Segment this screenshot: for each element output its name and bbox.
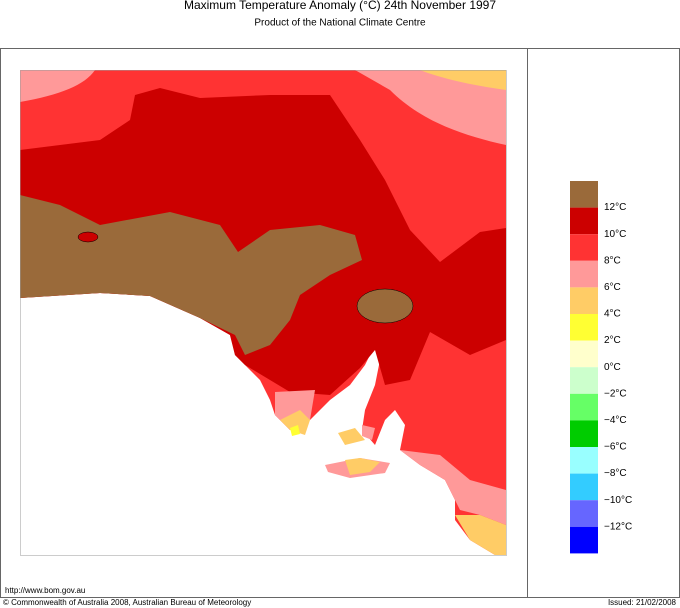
legend-label: 6°C xyxy=(604,282,621,293)
legend-swatch xyxy=(570,181,598,208)
legend-swatch xyxy=(570,207,598,235)
legend-label: −4°C xyxy=(604,415,627,426)
legend-label: 4°C xyxy=(604,309,621,320)
legend-swatch xyxy=(570,500,598,527)
legend-label: −10°C xyxy=(604,495,632,506)
legend-swatch xyxy=(570,393,598,421)
legend-swatch xyxy=(570,287,598,314)
title: Maximum Temperature Anomaly (°C) 24th No… xyxy=(184,0,496,12)
legend-label: 2°C xyxy=(604,335,621,346)
legend-swatch xyxy=(570,260,598,288)
legend-swatch xyxy=(570,367,598,394)
issued: Issued: 21/02/2008 xyxy=(608,598,677,607)
legend-swatch xyxy=(570,473,598,501)
copyright: © Commonwealth of Australia 2008, Austra… xyxy=(3,598,251,607)
legend-swatch xyxy=(570,420,598,447)
legend-label: −12°C xyxy=(604,521,632,532)
legend-label: 0°C xyxy=(604,362,621,373)
legend-label: 10°C xyxy=(604,229,626,240)
legend-label: −8°C xyxy=(604,468,627,479)
legend-label: −2°C xyxy=(604,388,627,399)
legend-swatch xyxy=(570,447,598,474)
legend-label: 12°C xyxy=(604,202,626,213)
legend-swatch xyxy=(570,314,598,341)
legend-swatch xyxy=(570,234,598,261)
subtitle: Product of the National Climate Centre xyxy=(254,18,426,29)
legend-swatch xyxy=(570,526,598,554)
map xyxy=(20,70,507,556)
url: http://www.bom.gov.au xyxy=(5,586,85,595)
legend-label: 8°C xyxy=(604,255,621,266)
legend-swatch xyxy=(570,340,598,368)
legend-label: −6°C xyxy=(604,442,627,453)
